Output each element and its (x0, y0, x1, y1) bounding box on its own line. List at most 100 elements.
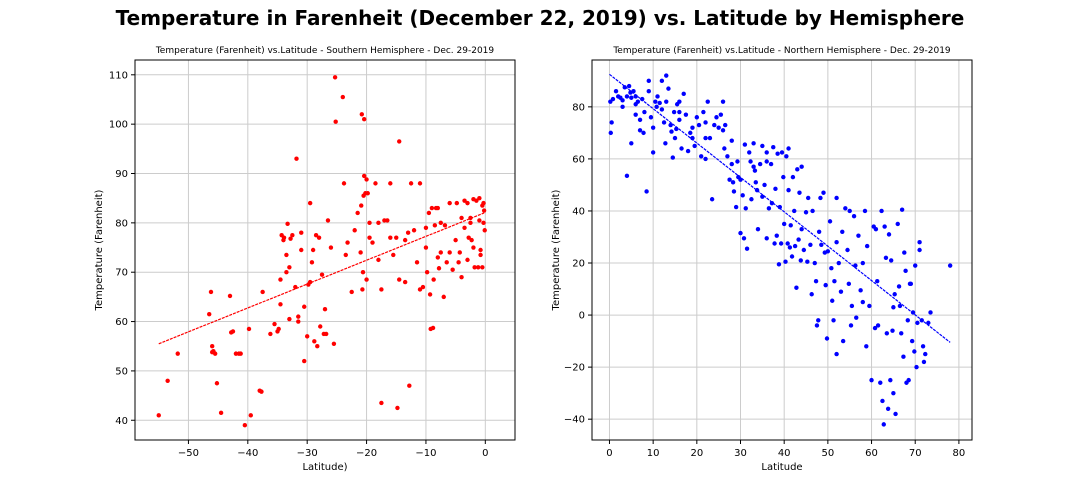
data-point (764, 150, 769, 155)
data-point (462, 225, 467, 230)
data-point (776, 262, 782, 267)
data-point (692, 143, 697, 149)
data-point (360, 287, 365, 292)
data-point (613, 89, 619, 94)
data-point (886, 232, 892, 237)
data-point (281, 235, 287, 240)
data-point (477, 195, 482, 201)
data-point (824, 336, 830, 341)
data-point (707, 135, 713, 141)
data-point (926, 320, 931, 326)
data-point (771, 144, 776, 150)
x-tick-label: 50 (821, 448, 834, 459)
data-point (671, 109, 677, 115)
data-point (659, 107, 665, 112)
data-point (364, 277, 369, 282)
data-point (424, 270, 430, 275)
data-point (474, 198, 479, 203)
data-point (703, 135, 708, 141)
data-point (781, 174, 786, 180)
data-point (821, 190, 826, 195)
data-point (854, 315, 859, 320)
data-point (906, 377, 911, 383)
data-point (323, 331, 329, 337)
data-point (672, 135, 678, 141)
data-point (352, 228, 357, 233)
data-point (799, 226, 804, 232)
data-point (751, 164, 756, 169)
y-tick-label: 20 (572, 259, 585, 270)
data-point (910, 310, 916, 315)
data-point (610, 96, 616, 102)
data-point (788, 223, 793, 228)
data-point (919, 318, 924, 323)
data-point (777, 204, 783, 210)
data-point (860, 299, 866, 305)
data-point (864, 243, 870, 249)
data-point (834, 351, 839, 357)
data-point (426, 210, 432, 216)
data-point (790, 174, 796, 180)
data-point (447, 250, 452, 255)
data-point (212, 351, 218, 356)
data-point (331, 341, 337, 346)
data-point (858, 288, 863, 293)
data-point (819, 242, 824, 247)
data-point (902, 250, 907, 255)
data-point (747, 150, 752, 155)
data-point (834, 195, 839, 201)
data-point (442, 223, 448, 228)
data-point (655, 94, 660, 99)
data-point (316, 235, 322, 240)
data-point (465, 200, 470, 206)
data-point (749, 197, 754, 202)
data-point (478, 252, 483, 258)
data-point (792, 243, 798, 249)
data-point (915, 320, 920, 326)
data-point (818, 195, 823, 201)
data-point (259, 389, 264, 394)
data-point (407, 383, 412, 388)
data-point (748, 159, 753, 164)
data-point (471, 245, 476, 250)
data-point (408, 181, 414, 186)
y-tick-label: 110 (109, 70, 128, 81)
data-point (762, 182, 767, 188)
y-tick-label: 50 (115, 366, 128, 377)
data-point (373, 181, 378, 186)
data-point (856, 233, 861, 238)
data-point (450, 267, 455, 272)
data-point (928, 310, 933, 315)
data-point (629, 141, 634, 146)
data-point (341, 181, 347, 186)
data-point (816, 318, 821, 323)
x-axis-label: Latitude) (302, 462, 347, 473)
data-point (742, 142, 748, 147)
data-point (709, 197, 715, 202)
data-point (882, 224, 887, 229)
data-point (313, 232, 319, 238)
data-point (908, 281, 914, 287)
data-point (838, 289, 844, 294)
data-point (209, 344, 215, 349)
data-point (883, 255, 889, 261)
data-point (319, 272, 325, 277)
data-point (827, 219, 833, 224)
y-tick-label: 40 (115, 416, 128, 427)
x-tick-label: 10 (647, 448, 660, 459)
data-point (620, 98, 625, 103)
data-point (722, 146, 727, 151)
data-point (803, 210, 809, 215)
data-point (355, 210, 360, 216)
data-point (459, 274, 464, 280)
data-point (420, 284, 426, 290)
data-point (892, 292, 897, 297)
data-point (670, 155, 676, 160)
data-point (696, 122, 702, 128)
data-point (912, 349, 917, 354)
data-point (361, 117, 367, 122)
data-point (895, 221, 900, 227)
data-point (847, 208, 852, 214)
data-point (677, 109, 682, 115)
data-point (436, 266, 442, 271)
